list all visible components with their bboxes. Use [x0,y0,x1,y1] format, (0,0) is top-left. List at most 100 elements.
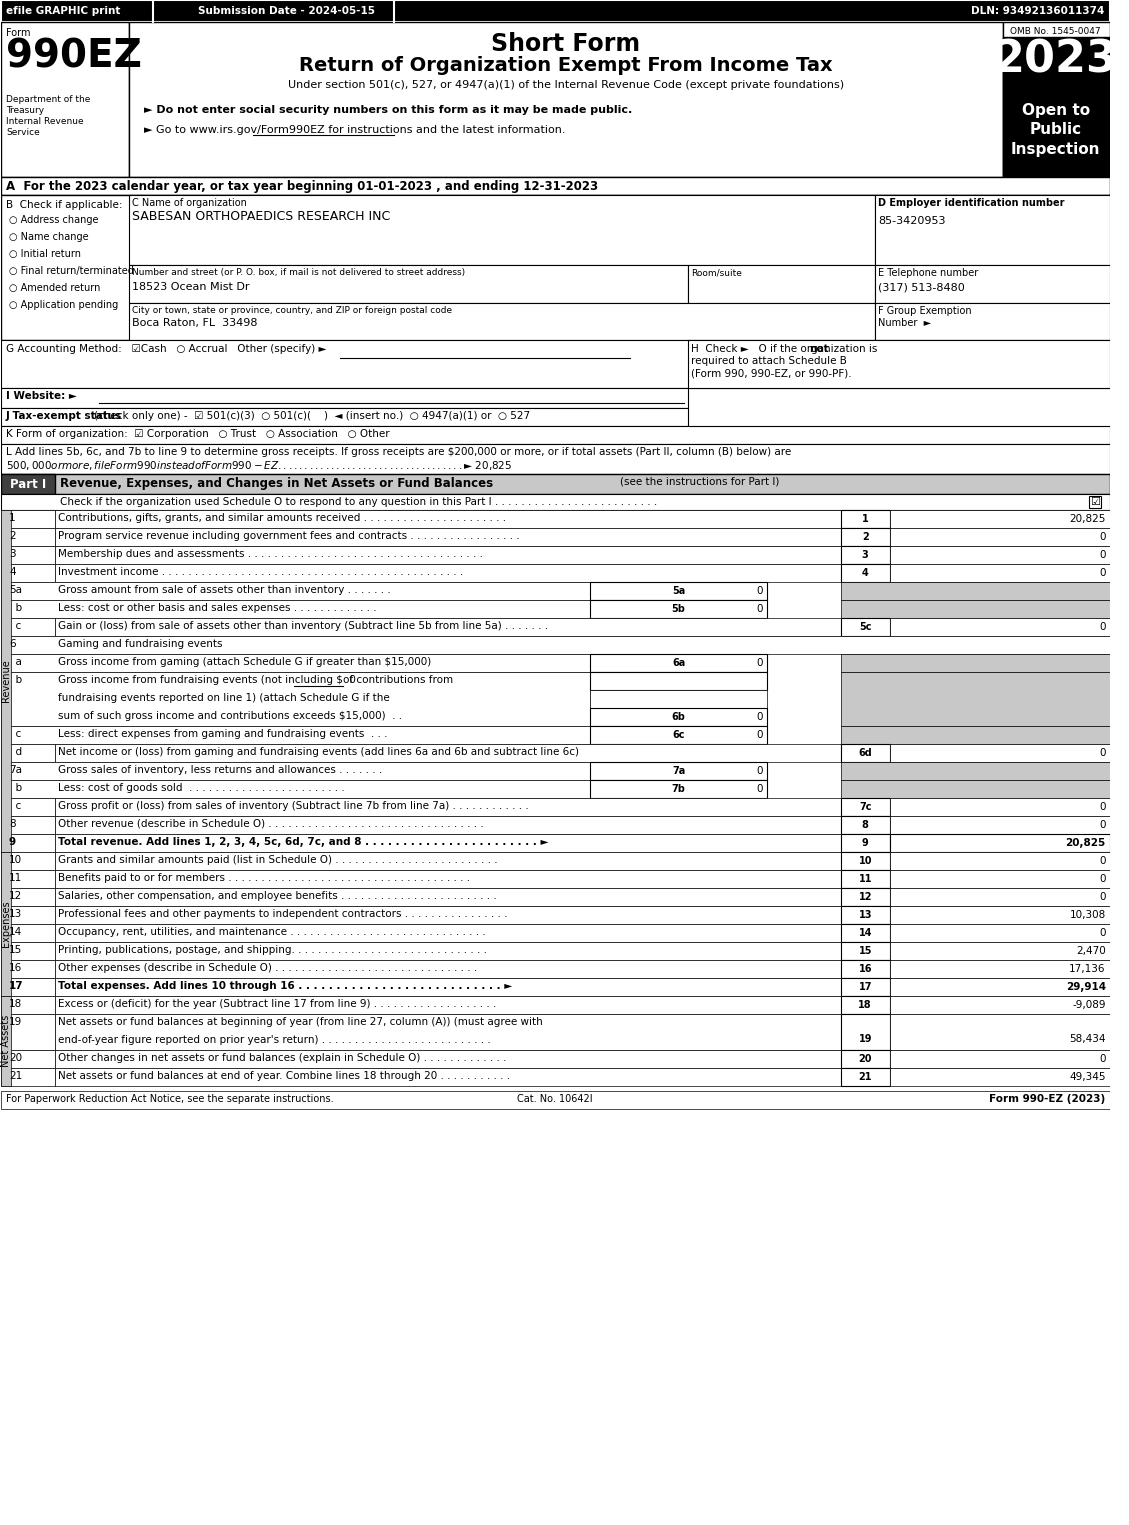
Bar [841,726,1110,744]
Text: 14: 14 [858,929,872,938]
Bar [55,906,841,924]
Text: 12: 12 [858,892,872,901]
Text: 0: 0 [1100,820,1105,830]
Text: Salaries, other compensation, and employee benefits . . . . . . . . . . . . . . : Salaries, other compensation, and employ… [58,891,497,901]
Bar [1,564,55,583]
Bar [1003,82,1110,177]
Bar [841,1014,890,1051]
Text: ☑: ☑ [1091,497,1100,506]
Text: 2023: 2023 [994,38,1118,81]
Text: 11: 11 [858,874,872,884]
Text: 0: 0 [1100,1054,1105,1064]
Bar [689,265,875,303]
Text: Gaming and fundraising events: Gaming and fundraising events [58,639,222,650]
Text: Total expenses. Add lines 10 through 16 . . . . . . . . . . . . . . . . . . . . : Total expenses. Add lines 10 through 16 … [58,981,513,991]
Bar [841,1068,890,1086]
Text: OMB No. 1545-0047: OMB No. 1545-0047 [1010,27,1101,37]
Text: 7a: 7a [9,766,21,775]
Bar [1,654,590,673]
Text: Net income or (loss) from gaming and fundraising events (add lines 6a and 6b and: Net income or (loss) from gaming and fun… [58,747,579,756]
Text: 0: 0 [1100,551,1105,560]
Text: 5a: 5a [672,586,685,596]
Bar [1,340,1110,387]
Bar [1,798,55,816]
Bar [1,618,55,636]
Text: Gross sales of inventory, less returns and allowances . . . . . . .: Gross sales of inventory, less returns a… [58,766,383,775]
Bar [1,996,55,1014]
Bar [841,834,890,852]
Bar [890,564,1110,583]
Bar [890,618,1110,636]
Text: 15: 15 [858,946,872,956]
Text: SABESAN ORTHOPAEDICS RESEARCH INC: SABESAN ORTHOPAEDICS RESEARCH INC [132,210,390,223]
Bar [1,1068,55,1086]
Bar [55,618,841,636]
Text: Occupancy, rent, utilities, and maintenance . . . . . . . . . . . . . . . . . . : Occupancy, rent, utilities, and maintena… [58,927,485,936]
Bar [1,673,590,726]
Text: 20: 20 [9,1052,23,1063]
Bar [55,509,841,528]
Bar [1,444,1110,474]
Bar [1,869,55,888]
Text: 6b: 6b [672,712,685,721]
Text: 17,136: 17,136 [1069,964,1105,974]
Text: Internal Revenue: Internal Revenue [6,117,84,127]
Bar [841,779,1110,798]
Bar [841,546,890,564]
Bar [1,744,55,762]
Text: (check only one) -  ☑ 501(c)(3)  ○ 501(c)(    )  ◄ (insert no.)  ○ 4947(a)(1) or: (check only one) - ☑ 501(c)(3) ○ 501(c)(… [95,412,531,421]
Bar [1,509,11,852]
Bar [1,0,1110,21]
Bar [875,265,1110,303]
Text: 18: 18 [9,999,23,1010]
Text: Form 990-EZ (2023): Form 990-EZ (2023) [989,1093,1105,1104]
Bar [841,996,890,1014]
Text: Number and street (or P. O. box, if mail is not delivered to street address): Number and street (or P. O. box, if mail… [132,268,465,278]
Bar [1,599,590,618]
Text: 0: 0 [1100,532,1105,541]
Text: Gross profit or (loss) from sales of inventory (Subtract line 7b from line 7a) .: Gross profit or (loss) from sales of inv… [58,801,528,811]
Bar [55,834,841,852]
Text: 58,434: 58,434 [1069,1034,1105,1045]
Text: 8: 8 [9,819,16,830]
Bar [55,961,841,978]
Bar [1,906,55,924]
Text: 13: 13 [9,909,23,920]
Text: 2: 2 [861,532,868,541]
Text: 7a: 7a [672,766,685,776]
Text: ○ Address change: ○ Address change [9,215,98,226]
Text: 20,825: 20,825 [1066,839,1105,848]
Bar [129,195,875,265]
Text: 10,308: 10,308 [1069,910,1105,920]
Bar [1,195,1110,340]
Bar [1,0,1110,21]
Bar [890,546,1110,564]
Text: 6: 6 [9,639,16,650]
Text: $500,000 or more, file Form 990 instead of Form 990-EZ . . . . . . . . . . . . .: $500,000 or more, file Form 990 instead … [6,459,513,473]
Text: Revenue, Expenses, and Changes in Net Assets or Fund Balances: Revenue, Expenses, and Changes in Net As… [60,477,493,490]
Bar [890,888,1110,906]
Bar [890,996,1110,1014]
Text: sum of such gross income and contributions exceeds $15,000)  . .: sum of such gross income and contributio… [58,711,402,721]
Bar [1,21,129,177]
Text: 85-3420953: 85-3420953 [878,217,945,226]
Text: Investment income . . . . . . . . . . . . . . . . . . . . . . . . . . . . . . . : Investment income . . . . . . . . . . . … [58,567,463,576]
Bar [890,942,1110,961]
Text: 20: 20 [858,1054,872,1064]
Text: J Tax-exempt status: J Tax-exempt status [6,412,122,421]
Bar [129,265,689,303]
Text: 2,470: 2,470 [1076,946,1105,956]
Text: 15: 15 [9,946,23,955]
Bar [1,942,55,961]
Bar [841,654,1110,673]
Text: 19: 19 [9,1017,23,1026]
Bar [590,762,767,779]
Text: 0: 0 [756,604,763,615]
Text: 49,345: 49,345 [1069,1072,1105,1083]
Text: 12: 12 [9,891,23,901]
Text: (317) 513-8480: (317) 513-8480 [878,284,964,293]
Text: Printing, publications, postage, and shipping. . . . . . . . . . . . . . . . . .: Printing, publications, postage, and shi… [58,946,487,955]
Text: Service: Service [6,128,40,137]
Bar [841,961,890,978]
Text: ○ Amended return: ○ Amended return [9,284,100,293]
